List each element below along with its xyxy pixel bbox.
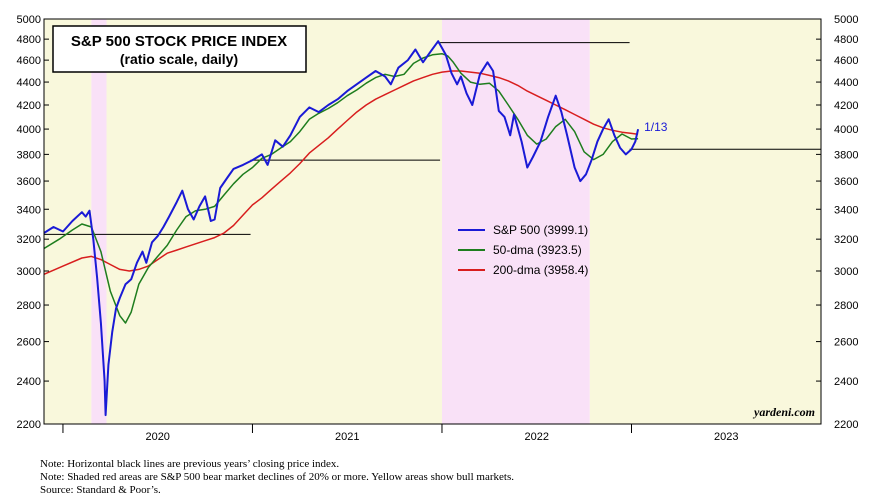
y-tick-label-left-2: 2600 — [17, 337, 41, 349]
legend-label-1: 50-dma (3923.5) — [493, 243, 582, 257]
y-tick-label-left-5: 3200 — [17, 234, 41, 246]
note-3: Source: Standard & Poor’s. — [40, 484, 161, 496]
y-tick-label-right-7: 3600 — [834, 176, 858, 188]
chart-svg: 2200 2400 2600 2800 3000 3200 3400 3600 3800 4000… — [17, 14, 859, 443]
y-tick-label-left-4: 3000 — [17, 266, 41, 278]
bull-market-region-4 — [589, 19, 821, 424]
y-axis-right: 2200 2400 2600 2800 3000 3200 3400 3600 3800 4000… — [816, 14, 858, 431]
chart-subtitle: (ratio scale, daily) — [120, 51, 238, 67]
y-tick-label-left-8: 3800 — [17, 149, 41, 161]
previous-close-lines — [44, 42, 821, 235]
y-tick-label-right-4: 3000 — [834, 266, 858, 278]
bull-market-region-0 — [44, 19, 92, 424]
note-2: Note: Shaded red areas are S&P 500 bear … — [40, 471, 514, 483]
y-tick-label-right-9: 4000 — [834, 124, 858, 136]
y-tick-label-left-11: 4400 — [17, 77, 41, 89]
y-axis-left: 2200 2400 2600 2800 3000 3200 3400 3600 3800 4000… — [17, 14, 49, 431]
note-1: Note: Horizontal black lines are previou… — [40, 458, 340, 470]
y-tick-label-right-10: 4200 — [834, 100, 858, 112]
title-box: S&P 500 STOCK PRICE INDEX (ratio scale, … — [52, 25, 307, 73]
y-tick-label-right-1: 2400 — [834, 376, 858, 388]
x-tick-label-3: 2023 — [714, 431, 738, 443]
y-tick-label-right-13: 4800 — [834, 34, 858, 46]
series-line-2 — [43, 70, 639, 275]
y-tick-label-left-7: 3600 — [17, 176, 41, 188]
y-tick-label-left-6: 3400 — [17, 204, 41, 216]
legend-label-2: 200-dma (3958.4) — [493, 263, 588, 277]
y-tick-label-left-10: 4200 — [17, 100, 41, 112]
legend: S&P 500 (3999.1) 50-dma (3923.5) 200-dma (… — [458, 223, 588, 277]
y-tick-label-right-5: 3200 — [834, 234, 858, 246]
x-tick-label-1: 2021 — [335, 431, 359, 443]
y-tick-label-left-14: 5000 — [17, 14, 41, 26]
y-tick-label-right-12: 4600 — [834, 55, 858, 67]
y-tick-label-right-3: 2800 — [834, 300, 858, 312]
x-axis: 2020 2021 2022 2023 — [62, 424, 738, 443]
series-lines — [43, 40, 640, 417]
y-tick-label-left-0: 2200 — [17, 419, 41, 431]
shaded-regions — [44, 19, 821, 424]
series-line-0 — [43, 40, 640, 417]
x-tick-label-2: 2022 — [524, 431, 548, 443]
y-tick-label-right-11: 4400 — [834, 77, 858, 89]
y-tick-label-right-2: 2600 — [834, 337, 858, 349]
y-tick-label-left-13: 4800 — [17, 34, 41, 46]
chart-title: S&P 500 STOCK PRICE INDEX — [71, 33, 287, 50]
date-annotation: 1/13 — [644, 120, 668, 134]
y-tick-label-left-3: 2800 — [17, 300, 41, 312]
y-tick-label-right-14: 5000 — [834, 14, 858, 26]
watermark: yardeni.com — [752, 405, 815, 419]
bull-market-region-2 — [106, 19, 442, 424]
bear-market-region-1 — [91, 19, 107, 424]
y-tick-label-right-8: 3800 — [834, 149, 858, 161]
y-tick-label-left-1: 2400 — [17, 376, 41, 388]
plot-frame — [43, 18, 822, 425]
legend-label-0: S&P 500 (3999.1) — [493, 223, 588, 237]
y-tick-label-left-12: 4600 — [17, 55, 41, 67]
bear-market-region-3 — [441, 19, 590, 424]
x-tick-label-0: 2020 — [145, 431, 169, 443]
y-tick-label-left-9: 4000 — [17, 124, 41, 136]
y-tick-label-right-0: 2200 — [834, 419, 858, 431]
y-tick-label-right-6: 3400 — [834, 204, 858, 216]
